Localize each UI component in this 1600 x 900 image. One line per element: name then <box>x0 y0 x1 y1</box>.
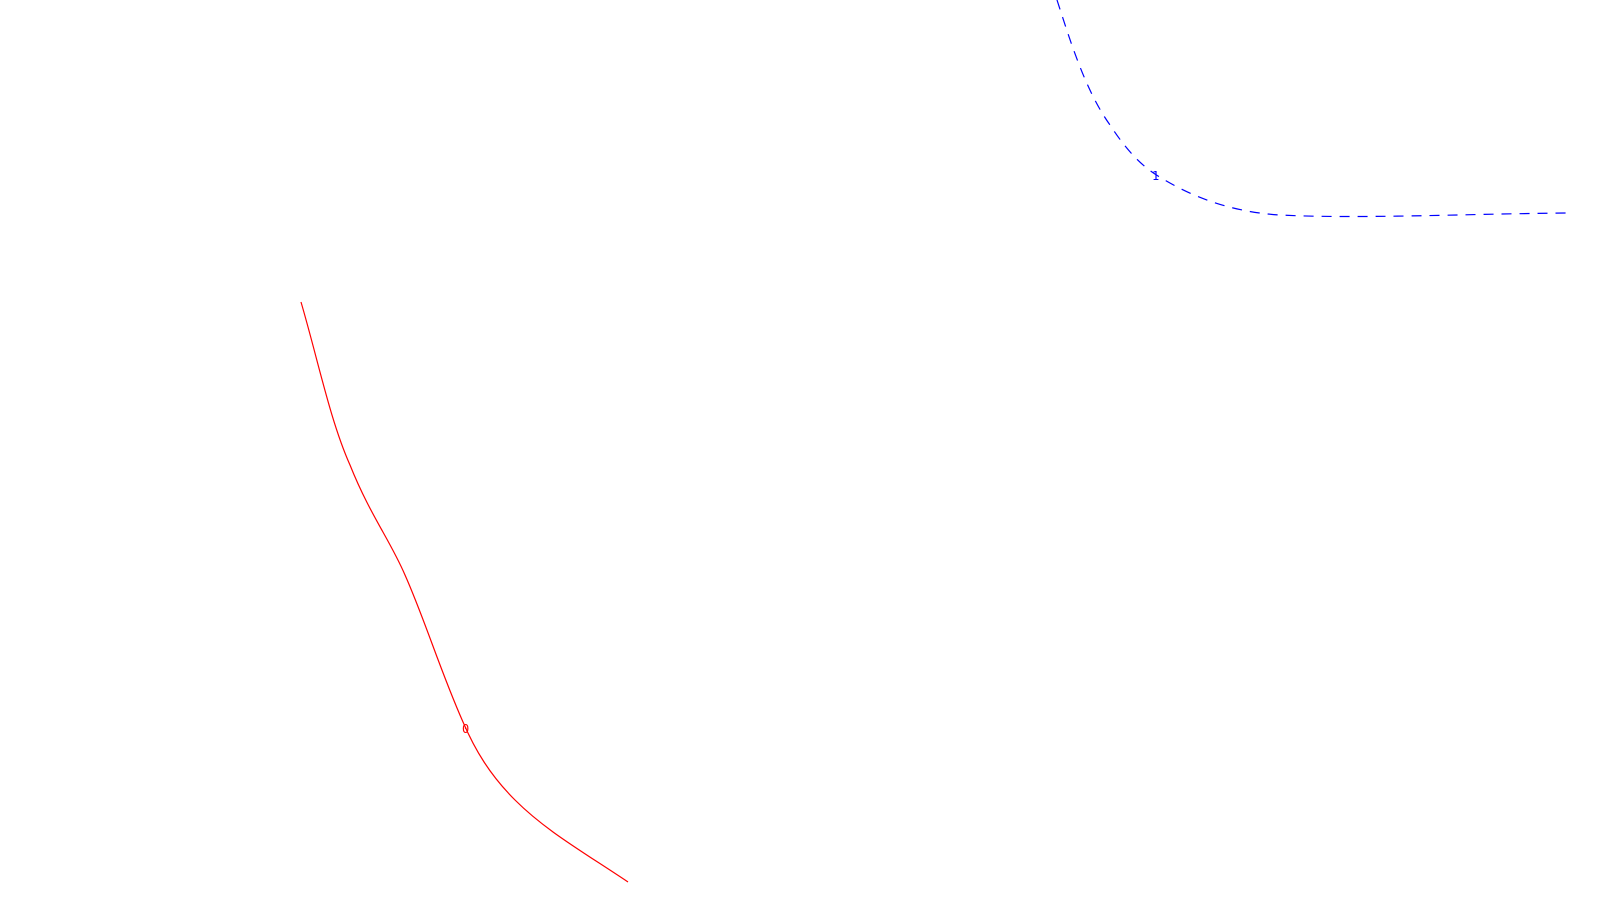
contour-line-blue <box>1056 0 1569 218</box>
contour-label-1: 1 <box>1152 169 1159 183</box>
contour-label-0: 0 <box>462 722 469 736</box>
contour-line-red <box>300 301 629 883</box>
